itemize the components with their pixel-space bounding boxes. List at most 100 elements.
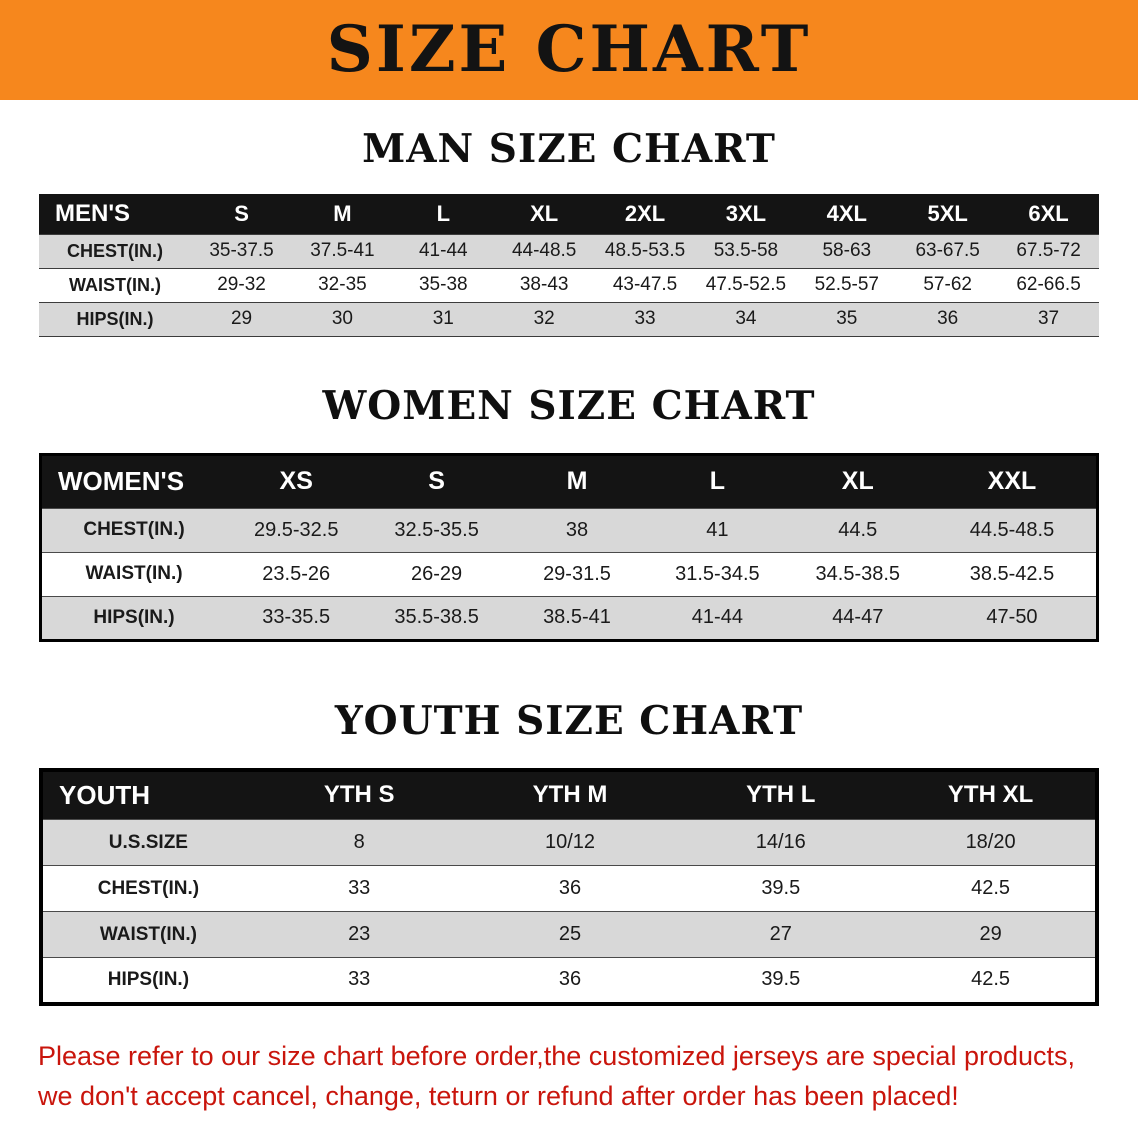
- table-cell: 63-67.5: [897, 233, 999, 269]
- men-col-2xl: 2XL: [594, 194, 696, 234]
- women-col-xs: XS: [226, 454, 367, 508]
- table-cell: 38.5-41: [506, 595, 648, 641]
- youth-hips-row: HIPS(IN.) 33 36 39.5 42.5: [41, 957, 1097, 1004]
- table-cell: 36: [897, 301, 999, 337]
- table-cell: 38.5-42.5: [927, 551, 1098, 597]
- men-col-m: M: [291, 194, 393, 234]
- table-cell: 67.5-72: [998, 233, 1099, 269]
- table-cell: 41: [647, 507, 788, 553]
- men-col-5xl: 5XL: [897, 194, 999, 234]
- youth-section-title: YOUTH SIZE CHART: [334, 697, 804, 744]
- men-col-6xl: 6XL: [998, 194, 1099, 234]
- table-cell: 47-50: [927, 595, 1098, 641]
- row-label-hips: HIPS(IN.): [40, 595, 227, 641]
- table-cell: 35.5-38.5: [366, 595, 507, 641]
- youth-col-l: YTH L: [675, 769, 887, 820]
- women-col-xxl: XXL: [927, 454, 1098, 508]
- order-policy-note: Please refer to our size chart before or…: [38, 1036, 1138, 1117]
- table-cell: 29-32: [191, 267, 292, 303]
- table-cell: 47.5-52.5: [695, 267, 797, 303]
- table-cell: 29: [191, 301, 292, 337]
- table-cell: 30: [291, 301, 393, 337]
- youth-col-s: YTH S: [253, 769, 465, 820]
- table-cell: 44-47: [787, 595, 928, 641]
- men-col-xl: XL: [493, 194, 595, 234]
- table-cell: 14/16: [675, 819, 887, 866]
- table-cell: 39.5: [675, 865, 887, 912]
- men-table-label: MEN'S: [39, 194, 192, 234]
- order-policy-line-1: Please refer to our size chart before or…: [38, 1040, 1076, 1071]
- men-header-row: MEN'S S M L XL 2XL 3XL 4XL 5XL 6XL: [39, 194, 1099, 234]
- youth-col-xl: YTH XL: [886, 769, 1097, 820]
- page-title: SIZE CHART: [326, 12, 812, 87]
- table-cell: 43-47.5: [594, 267, 696, 303]
- men-hips-row: HIPS(IN.) 29 30 31 32 33 34 35 36 37: [39, 301, 1099, 337]
- table-cell: 36: [464, 865, 676, 912]
- youth-header-row: YOUTH YTH S YTH M YTH L YTH XL: [41, 769, 1097, 820]
- table-cell: 44-48.5: [493, 233, 595, 269]
- table-cell: 31.5-34.5: [647, 551, 788, 597]
- row-label-us-size: U.S.SIZE: [41, 819, 254, 866]
- table-cell: 41-44: [647, 595, 788, 641]
- table-cell: 8: [253, 819, 465, 866]
- women-header-row: WOMEN'S XS S M L XL XXL: [40, 454, 1098, 508]
- table-cell: 58-63: [796, 233, 898, 269]
- youth-table-label: YOUTH: [41, 769, 254, 820]
- women-table-label: WOMEN'S: [40, 454, 227, 508]
- youth-col-m: YTH M: [464, 769, 676, 820]
- table-cell: 36: [464, 957, 676, 1004]
- youth-ussize-row: U.S.SIZE 8 10/12 14/16 18/20: [41, 819, 1097, 866]
- table-cell: 33: [253, 957, 465, 1004]
- table-cell: 42.5: [886, 957, 1097, 1004]
- table-cell: 38-43: [493, 267, 595, 303]
- table-cell: 35-38: [392, 267, 494, 303]
- size-chart-banner: SIZE CHART: [0, 0, 1138, 100]
- row-label-waist: WAIST(IN.): [39, 267, 192, 303]
- row-label-hips: HIPS(IN.): [39, 301, 192, 337]
- women-col-m: M: [506, 454, 648, 508]
- men-size-table: MEN'S S M L XL 2XL 3XL 4XL 5XL 6XL CHEST…: [39, 194, 1099, 337]
- table-cell: 33-35.5: [226, 595, 367, 641]
- youth-size-table: YOUTH YTH S YTH M YTH L YTH XL U.S.SIZE …: [39, 767, 1099, 1006]
- table-cell: 44.5-48.5: [927, 507, 1098, 553]
- women-col-s: S: [366, 454, 507, 508]
- table-cell: 34: [695, 301, 797, 337]
- women-chest-row: CHEST(IN.) 29.5-32.5 32.5-35.5 38 41 44.…: [40, 507, 1098, 553]
- women-col-l: L: [647, 454, 788, 508]
- men-col-l: L: [392, 194, 494, 234]
- table-cell: 37.5-41: [291, 233, 393, 269]
- men-waist-row: WAIST(IN.) 29-32 32-35 35-38 38-43 43-47…: [39, 267, 1099, 303]
- table-cell: 33: [253, 865, 465, 912]
- table-cell: 42.5: [886, 865, 1097, 912]
- table-cell: 33: [594, 301, 696, 337]
- table-cell: 29.5-32.5: [226, 507, 367, 553]
- table-cell: 48.5-53.5: [594, 233, 696, 269]
- table-cell: 35-37.5: [191, 233, 292, 269]
- table-cell: 31: [392, 301, 494, 337]
- row-label-chest: CHEST(IN.): [39, 233, 192, 269]
- table-cell: 32: [493, 301, 595, 337]
- table-cell: 29: [886, 911, 1097, 958]
- women-col-xl: XL: [787, 454, 928, 508]
- table-cell: 62-66.5: [998, 267, 1099, 303]
- table-cell: 52.5-57: [796, 267, 898, 303]
- table-cell: 41-44: [392, 233, 494, 269]
- youth-chest-row: CHEST(IN.) 33 36 39.5 42.5: [41, 865, 1097, 912]
- order-policy-line-2: we don't accept cancel, change, teturn o…: [38, 1081, 959, 1111]
- table-cell: 23.5-26: [226, 551, 367, 597]
- men-col-s: S: [191, 194, 292, 234]
- men-section-title: MAN SIZE CHART: [362, 126, 776, 172]
- table-cell: 32.5-35.5: [366, 507, 507, 553]
- table-cell: 27: [675, 911, 887, 958]
- men-chest-row: CHEST(IN.) 35-37.5 37.5-41 41-44 44-48.5…: [39, 233, 1099, 269]
- women-section-title: WOMEN SIZE CHART: [322, 382, 816, 429]
- men-col-3xl: 3XL: [695, 194, 797, 234]
- table-cell: 53.5-58: [695, 233, 797, 269]
- table-cell: 44.5: [787, 507, 928, 553]
- row-label-chest: CHEST(IN.): [40, 507, 227, 553]
- table-cell: 18/20: [886, 819, 1097, 866]
- table-cell: 57-62: [897, 267, 999, 303]
- men-col-4xl: 4XL: [796, 194, 898, 234]
- table-cell: 32-35: [291, 267, 393, 303]
